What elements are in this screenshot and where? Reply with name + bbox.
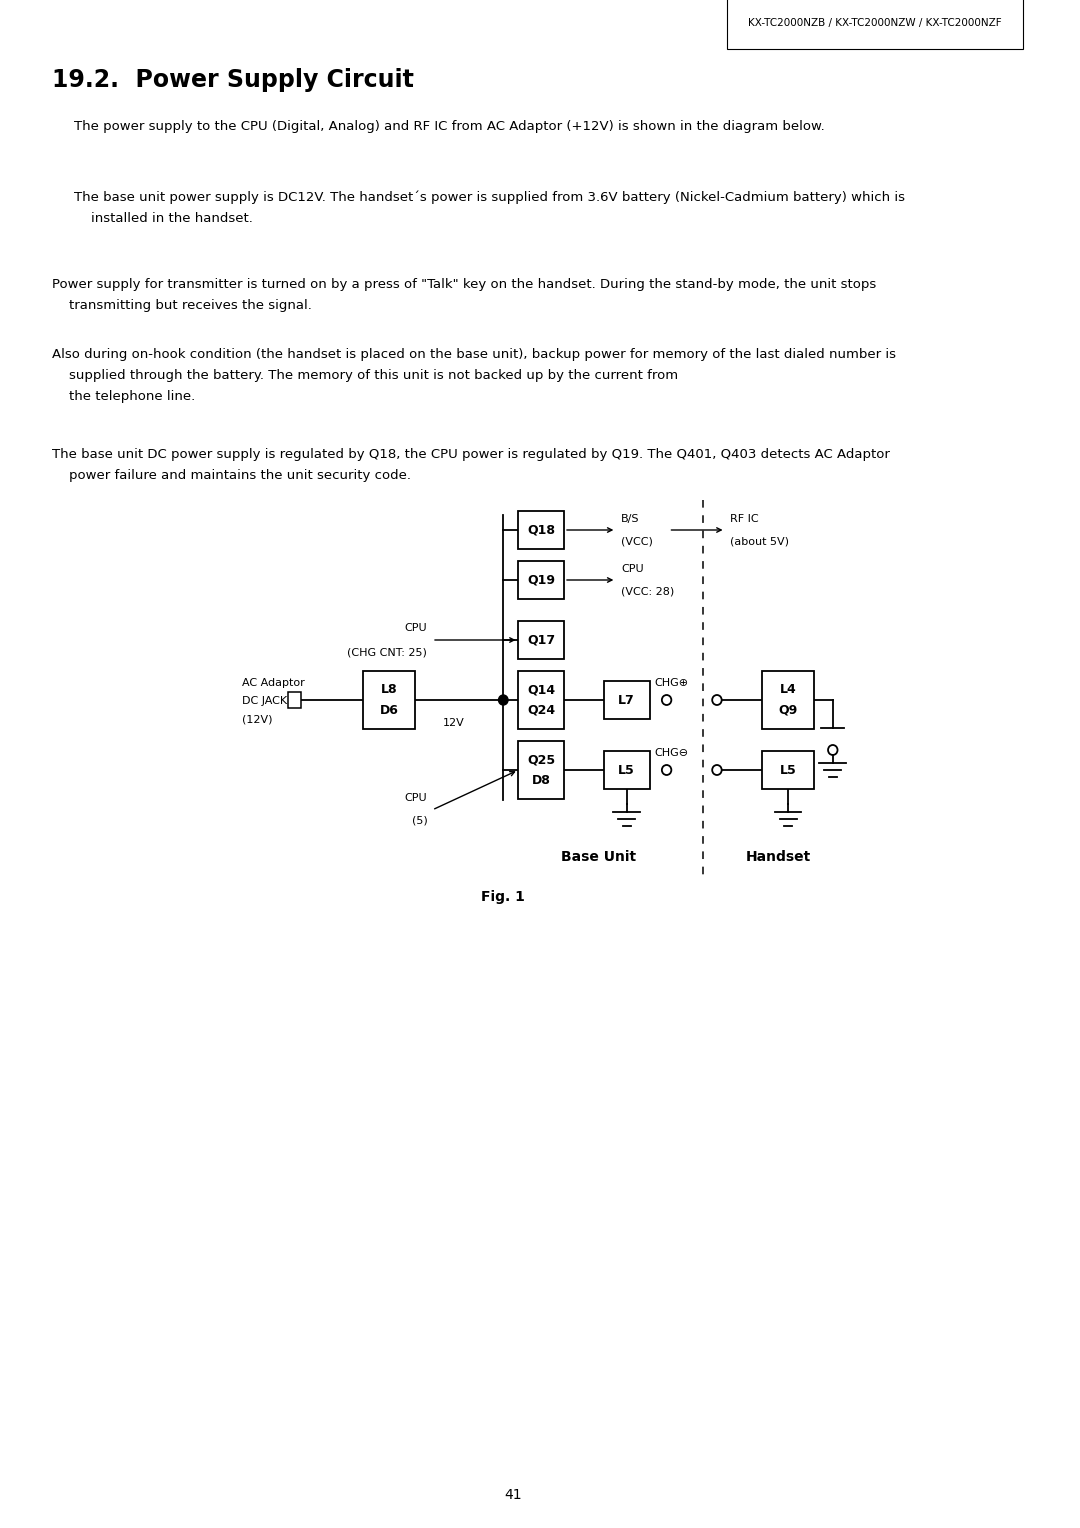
Text: The base unit power supply is DC12V. The handset´s power is supplied from 3.6V b: The base unit power supply is DC12V. The…: [75, 189, 905, 225]
Text: Power supply for transmitter is turned on by a press of "Talk" key on the handse: Power supply for transmitter is turned o…: [52, 278, 877, 312]
Text: Also during on-hook condition (the handset is placed on the base unit), backup p: Also during on-hook condition (the hands…: [52, 348, 896, 403]
Text: Fig. 1: Fig. 1: [482, 889, 525, 905]
Text: (VCC): (VCC): [621, 536, 653, 545]
Text: L4: L4: [780, 683, 797, 697]
FancyBboxPatch shape: [518, 741, 564, 799]
Text: Q18: Q18: [527, 524, 555, 536]
Text: CHG⊕: CHG⊕: [654, 678, 688, 688]
Text: The base unit DC power supply is regulated by Q18, the CPU power is regulated by: The base unit DC power supply is regulat…: [52, 448, 890, 481]
Text: The power supply to the CPU (Digital, Analog) and RF IC from AC Adaptor (+12V) i: The power supply to the CPU (Digital, An…: [75, 121, 825, 133]
Text: CPU: CPU: [405, 623, 428, 633]
FancyBboxPatch shape: [604, 750, 649, 788]
Text: D8: D8: [531, 775, 551, 787]
Text: CPU: CPU: [405, 793, 428, 804]
Text: CPU: CPU: [621, 564, 644, 575]
FancyBboxPatch shape: [287, 692, 301, 707]
FancyBboxPatch shape: [762, 671, 814, 729]
Text: Q24: Q24: [527, 704, 555, 717]
FancyBboxPatch shape: [518, 671, 564, 729]
Text: L7: L7: [619, 694, 635, 706]
Text: (VCC: 28): (VCC: 28): [621, 587, 674, 596]
Text: Base Unit: Base Unit: [561, 850, 636, 863]
Text: Q9: Q9: [779, 704, 798, 717]
Text: L5: L5: [619, 764, 635, 776]
Circle shape: [499, 695, 508, 704]
FancyBboxPatch shape: [604, 681, 649, 720]
Text: L8: L8: [381, 683, 397, 697]
Text: RF IC: RF IC: [730, 513, 759, 524]
Text: 19.2.  Power Supply Circuit: 19.2. Power Supply Circuit: [52, 69, 414, 92]
Text: 12V: 12V: [443, 718, 464, 727]
FancyBboxPatch shape: [518, 561, 564, 599]
FancyBboxPatch shape: [762, 750, 814, 788]
Text: Q14: Q14: [527, 683, 555, 697]
Text: (CHG CNT: 25): (CHG CNT: 25): [348, 646, 428, 657]
FancyBboxPatch shape: [363, 671, 416, 729]
Text: DC JACK: DC JACK: [242, 695, 287, 706]
Text: AC Adaptor: AC Adaptor: [242, 678, 305, 688]
FancyBboxPatch shape: [518, 510, 564, 549]
Text: CHG⊖: CHG⊖: [654, 749, 688, 758]
Text: (12V): (12V): [242, 714, 272, 724]
Text: KX-TC2000NZB / KX-TC2000NZW / KX-TC2000NZF: KX-TC2000NZB / KX-TC2000NZW / KX-TC2000N…: [748, 18, 1002, 28]
Text: B/S: B/S: [621, 513, 639, 524]
Text: L5: L5: [780, 764, 797, 776]
Text: D6: D6: [380, 704, 399, 717]
Text: Handset: Handset: [746, 850, 811, 863]
Text: (5): (5): [411, 814, 428, 825]
Text: Q19: Q19: [527, 573, 555, 587]
FancyBboxPatch shape: [518, 620, 564, 659]
Text: Q25: Q25: [527, 753, 555, 766]
Text: Q17: Q17: [527, 634, 555, 646]
Text: 41: 41: [504, 1488, 522, 1502]
Text: (about 5V): (about 5V): [730, 536, 789, 545]
